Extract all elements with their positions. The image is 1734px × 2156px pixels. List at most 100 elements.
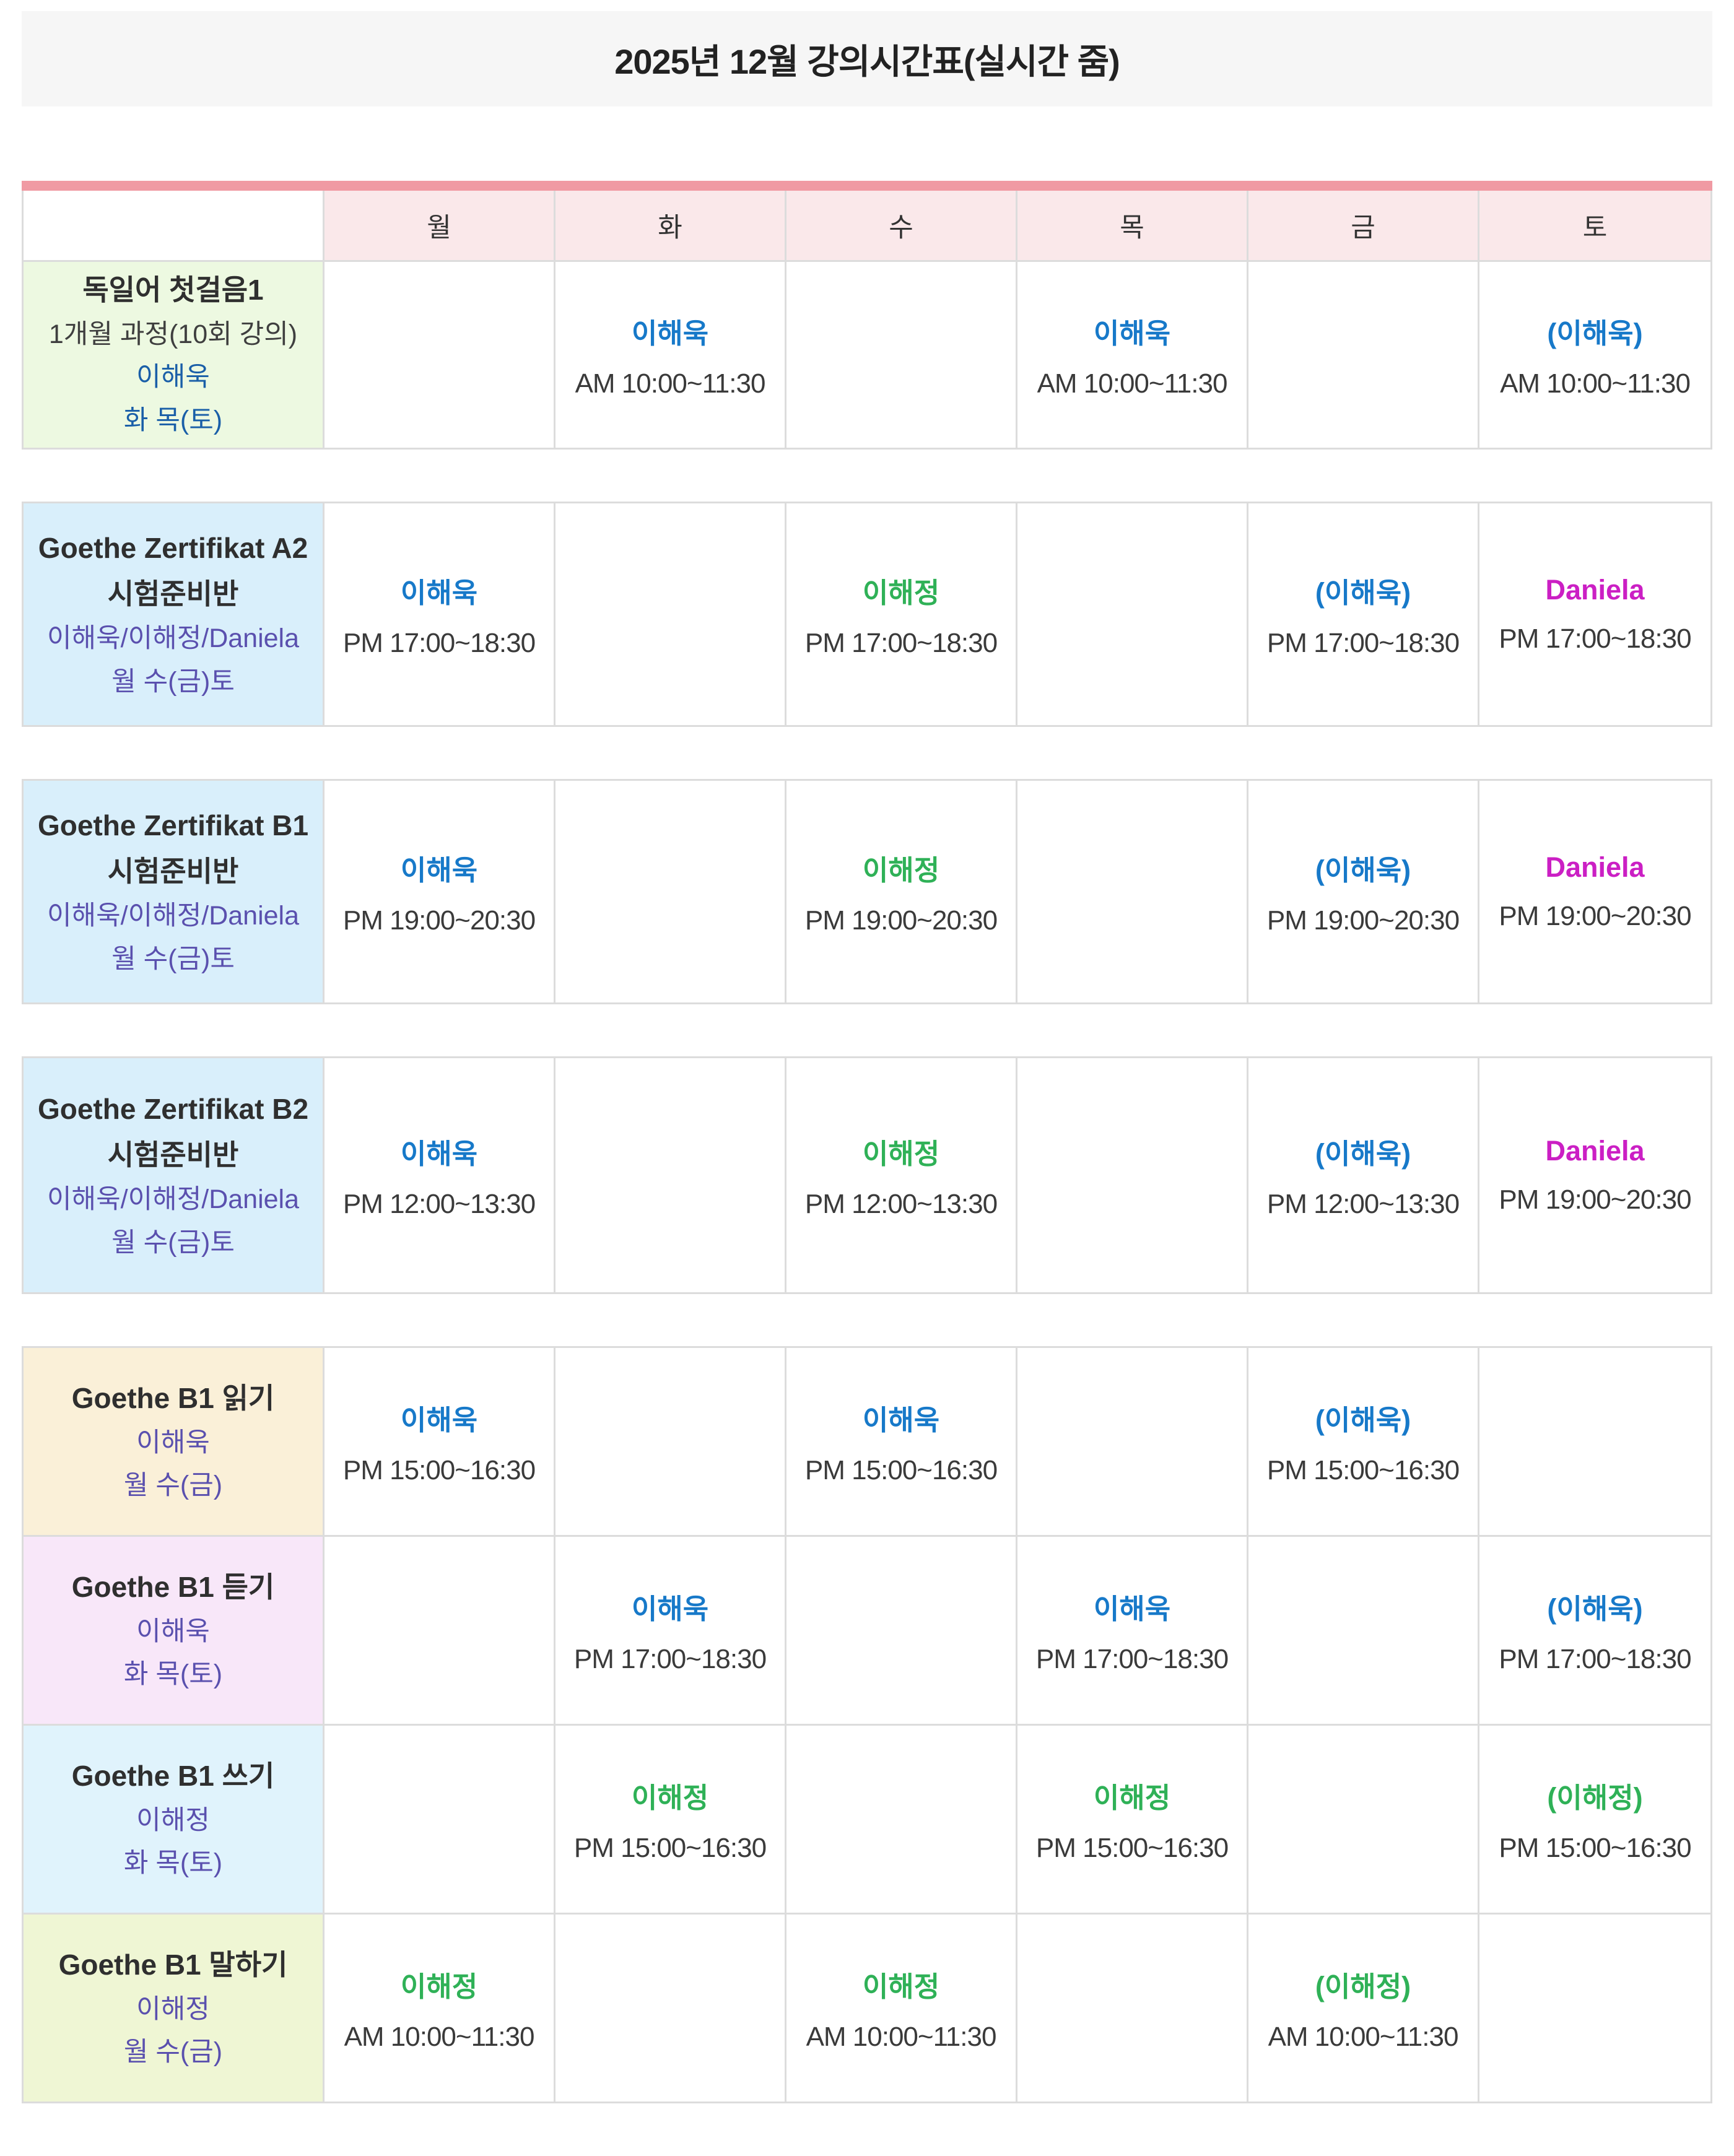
class-time: PM 19:00~20:30 [1499, 1184, 1691, 1215]
class-time: PM 12:00~13:30 [804, 1188, 998, 1219]
schedule-cell-empty [555, 781, 786, 1002]
schedule-cell: 이해정 AM 10:00~11:30 [786, 1915, 1017, 2102]
page-title-bar: 2025년 12월 강의시간표(실시간 줌) [22, 11, 1712, 106]
schedule-cell: (이해욱) PM 17:00~18:30 [1248, 503, 1479, 725]
class-time: PM 15:00~16:30 [573, 1832, 767, 1863]
teacher-name: Daniela [1545, 1135, 1645, 1167]
teacher-name: 이해정 [862, 1137, 940, 1170]
schedule-cell: 이해욱 AM 10:00~11:30 [1017, 262, 1248, 448]
schedule-cell: 이해욱 PM 17:00~18:30 [1017, 1537, 1248, 1724]
schedule-cell-empty [555, 1058, 786, 1292]
teacher-name: 이해정 [1093, 1781, 1171, 1814]
schedule-cell-empty [1017, 1348, 1248, 1535]
teacher-name: 이해욱 [1093, 1593, 1171, 1625]
row-gap [22, 1294, 1712, 1346]
class-time: PM 15:00~16:30 [1035, 1832, 1229, 1863]
page-title: 2025년 12월 강의시간표(실시간 줌) [614, 41, 1120, 81]
course-row-goethe-b2: Goethe Zertifikat B2 시험준비반 이해욱/이해정/Danie… [24, 1058, 1710, 1292]
course-row-beginner-german-1: 독일어 첫걸음1 1개월 과정(10회 강의) 이해욱 화 목(토) 이해욱 A… [24, 260, 1710, 448]
course-title: Goethe Zertifikat A2 [38, 531, 308, 564]
schedule-cell-empty [1248, 262, 1479, 448]
course-teachers: 이해정 [136, 1994, 210, 2024]
day-header-wed: 수 [786, 191, 1017, 260]
schedule-cell-empty [1017, 503, 1248, 725]
schedule-cell: 이해욱 PM 17:00~18:30 [555, 1537, 786, 1724]
schedule-cell: 이해정 PM 19:00~20:30 [786, 781, 1017, 1002]
class-time: PM 15:00~16:30 [804, 1454, 998, 1485]
class-time: PM 19:00~20:30 [804, 905, 998, 936]
class-time: PM 17:00~18:30 [342, 627, 536, 658]
schedule-cell: (이해정) PM 15:00~16:30 [1479, 1726, 1710, 1913]
teacher-name: 이해욱 [400, 1404, 478, 1436]
class-time: PM 17:00~18:30 [573, 1643, 767, 1674]
schedule-cell-empty [325, 1537, 555, 1724]
course-row-b1-listening: Goethe B1 듣기 이해욱 화 목(토) 이해욱 PM 17:00~18:… [24, 1535, 1710, 1724]
course-days: 화 목(토) [123, 1659, 223, 1690]
course-title: Goethe Zertifikat B2 [37, 1092, 309, 1125]
class-time: AM 10:00~11:30 [806, 2021, 997, 2052]
course-days: 월 수(금)토 [111, 1227, 235, 1258]
course-row-goethe-b1: Goethe Zertifikat B1 시험준비반 이해욱/이해정/Danie… [24, 781, 1710, 1002]
goethe-b1-skills-block: Goethe B1 읽기 이해욱 월 수(금) 이해욱 PM 15:00~16:… [22, 1346, 1712, 2103]
teacher-name: 이해정 [862, 854, 940, 886]
course-block-goethe-b1: Goethe Zertifikat B1 시험준비반 이해욱/이해정/Danie… [22, 779, 1712, 1004]
class-time: PM 19:00~20:30 [1499, 901, 1691, 931]
schedule-cell: 이해정 PM 17:00~18:30 [786, 503, 1017, 725]
course-title: Goethe B1 읽기 [71, 1382, 275, 1415]
schedule-cell: 이해욱 PM 15:00~16:30 [786, 1348, 1017, 1535]
teacher-name: 이해정 [400, 1970, 478, 2002]
class-time: PM 15:00~16:30 [1266, 1454, 1460, 1485]
teacher-name: Daniela [1545, 574, 1645, 606]
class-time: AM 10:00~11:30 [1268, 2021, 1459, 2052]
schedule-cell: 이해정 PM 15:00~16:30 [555, 1726, 786, 1913]
row-gap [22, 1004, 1712, 1056]
teacher-name: (이해정) [1315, 1970, 1411, 2002]
schedule-cell: (이해욱) AM 10:00~11:30 [1479, 262, 1710, 448]
course-days: 화 목(토) [123, 1848, 223, 1879]
schedule-cell-empty [786, 262, 1017, 448]
teacher-name: 이해욱 [862, 1404, 940, 1436]
schedule-cell: Daniela PM 19:00~20:30 [1479, 781, 1710, 1002]
schedule-cell-empty [1017, 781, 1248, 1002]
class-time: PM 19:00~20:30 [1266, 905, 1460, 936]
course-label: Goethe B1 쓰기 이해정 화 목(토) [24, 1726, 325, 1913]
day-header-row: 월 화 수 목 금 토 [24, 191, 1710, 260]
course-label: Goethe Zertifikat A2 시험준비반 이해욱/이해정/Danie… [24, 503, 325, 725]
course-teachers: 이해욱 [136, 362, 210, 393]
schedule-cell: 이해정 PM 12:00~13:30 [786, 1058, 1017, 1292]
schedule-cell-empty [1479, 1915, 1710, 2102]
schedule-cell: 이해욱 PM 12:00~13:30 [325, 1058, 555, 1292]
timetable-page: 2025년 12월 강의시간표(실시간 줌) 월 화 수 목 금 토 독일어 첫… [0, 11, 1734, 2156]
course-subtitle: 1개월 과정(10회 강의) [48, 319, 298, 349]
course-title: Goethe Zertifikat B1 [37, 809, 309, 841]
course-teachers: 이해욱 [136, 1616, 210, 1646]
course-teachers: 이해욱/이해정/Daniela [46, 1184, 300, 1214]
teacher-name: 이해정 [862, 1970, 940, 2002]
schedule-cell-empty [555, 1915, 786, 2102]
table-accent-strip [22, 181, 1712, 191]
schedule-cell-empty [555, 1348, 786, 1535]
schedule-cell-empty [1479, 1348, 1710, 1535]
course-label: Goethe Zertifikat B1 시험준비반 이해욱/이해정/Danie… [24, 781, 325, 1002]
teacher-name: 이해욱 [1093, 317, 1171, 349]
course-title: Goethe B1 말하기 [58, 1949, 288, 1981]
course-title: Goethe B1 듣기 [71, 1571, 275, 1604]
course-block-goethe-a2: Goethe Zertifikat A2 시험준비반 이해욱/이해정/Danie… [22, 502, 1712, 727]
schedule-cell-empty [1017, 1058, 1248, 1292]
day-header-tue: 화 [555, 191, 786, 260]
class-time: PM 19:00~20:30 [342, 905, 536, 936]
class-time: PM 15:00~16:30 [342, 1454, 536, 1485]
course-row-b1-speaking: Goethe B1 말하기 이해정 월 수(금) 이해정 AM 10:00~11… [24, 1913, 1710, 2102]
course-label: Goethe Zertifikat B2 시험준비반 이해욱/이해정/Danie… [24, 1058, 325, 1292]
teacher-name: 이해욱 [400, 576, 478, 609]
schedule-cell: Daniela PM 17:00~18:30 [1479, 503, 1710, 725]
course-teachers: 이해정 [136, 1805, 210, 1835]
teacher-name: 이해욱 [400, 1137, 478, 1170]
teacher-name: 이해정 [631, 1781, 709, 1814]
teacher-name: Daniela [1545, 851, 1645, 883]
teacher-name: (이해욱) [1547, 317, 1643, 349]
class-time: PM 17:00~18:30 [1499, 1643, 1691, 1674]
course-days: 월 수(금)토 [111, 666, 235, 697]
teacher-name: (이해욱) [1547, 1593, 1643, 1625]
timetable-top-block: 월 화 수 목 금 토 독일어 첫걸음1 1개월 과정(10회 강의) 이해욱 … [22, 191, 1712, 450]
